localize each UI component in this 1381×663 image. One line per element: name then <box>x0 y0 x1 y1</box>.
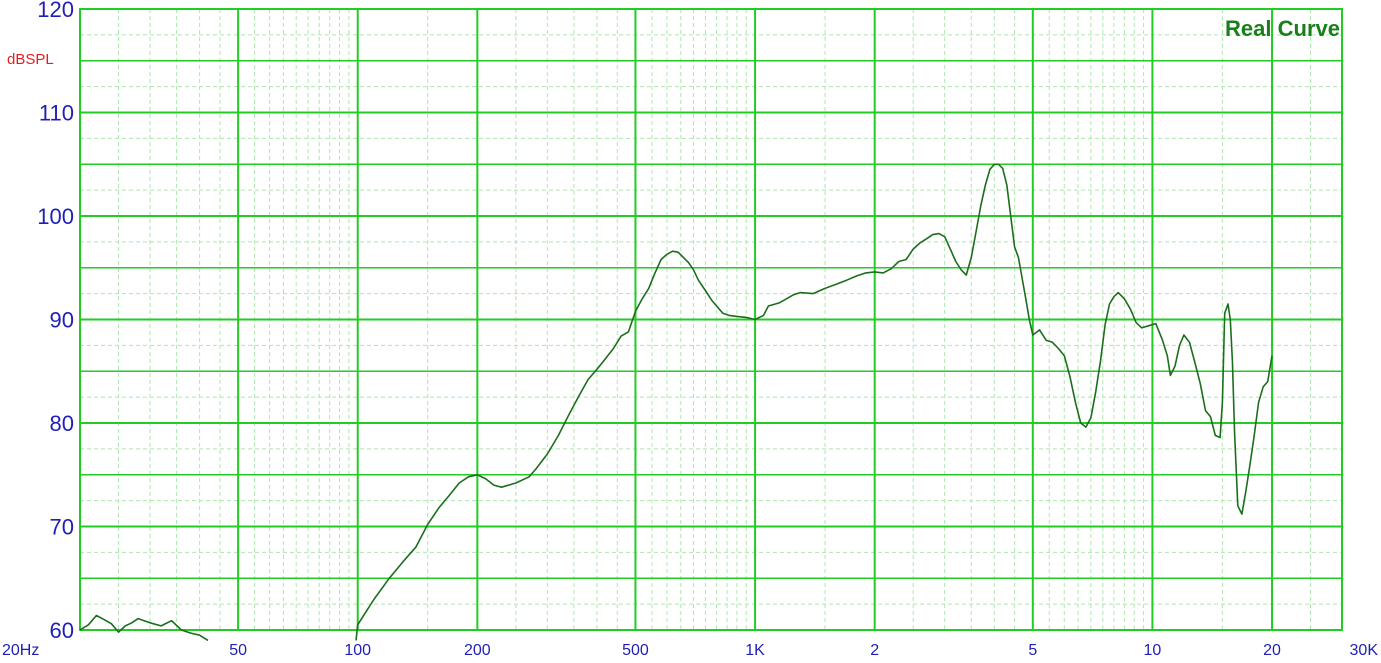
plot-frame <box>79 8 1343 631</box>
x-tick-label: 5 <box>1028 642 1037 659</box>
legend-series-name: Real Curve <box>1225 16 1340 41</box>
y-tick-label: 110 <box>39 101 74 126</box>
x-tick-label: 100 <box>344 642 371 659</box>
x-tick-label: 20Hz <box>2 642 39 659</box>
x-tick-label: 30K <box>1350 642 1379 659</box>
y-tick-label: 60 <box>50 618 74 643</box>
y-tick-label: 90 <box>50 308 74 333</box>
x-tick-label: 500 <box>622 642 649 659</box>
y-axis-ticks: 60 70 80 90 100 110 120 <box>37 0 74 643</box>
x-axis-ticks: 20Hz 50 100 200 500 1K 2 5 10 20 30K <box>2 642 1378 659</box>
y-tick-label: 100 <box>37 204 74 229</box>
x-tick-label: 2 <box>870 642 879 659</box>
series-line-real-curve <box>79 163 1273 642</box>
x-tick-label: 50 <box>229 642 247 659</box>
y-axis-unit-label: dBSPL <box>7 51 54 68</box>
y-tick-label: 70 <box>50 515 74 540</box>
x-tick-label: 200 <box>464 642 491 659</box>
major-grid <box>79 8 1343 631</box>
x-tick-label: 10 <box>1144 642 1162 659</box>
y-tick-label: 120 <box>37 0 74 22</box>
x-tick-label: 1K <box>745 642 765 659</box>
y-tick-label: 80 <box>50 411 74 436</box>
series-layer <box>79 163 1273 642</box>
x-tick-label: 20 <box>1263 642 1281 659</box>
